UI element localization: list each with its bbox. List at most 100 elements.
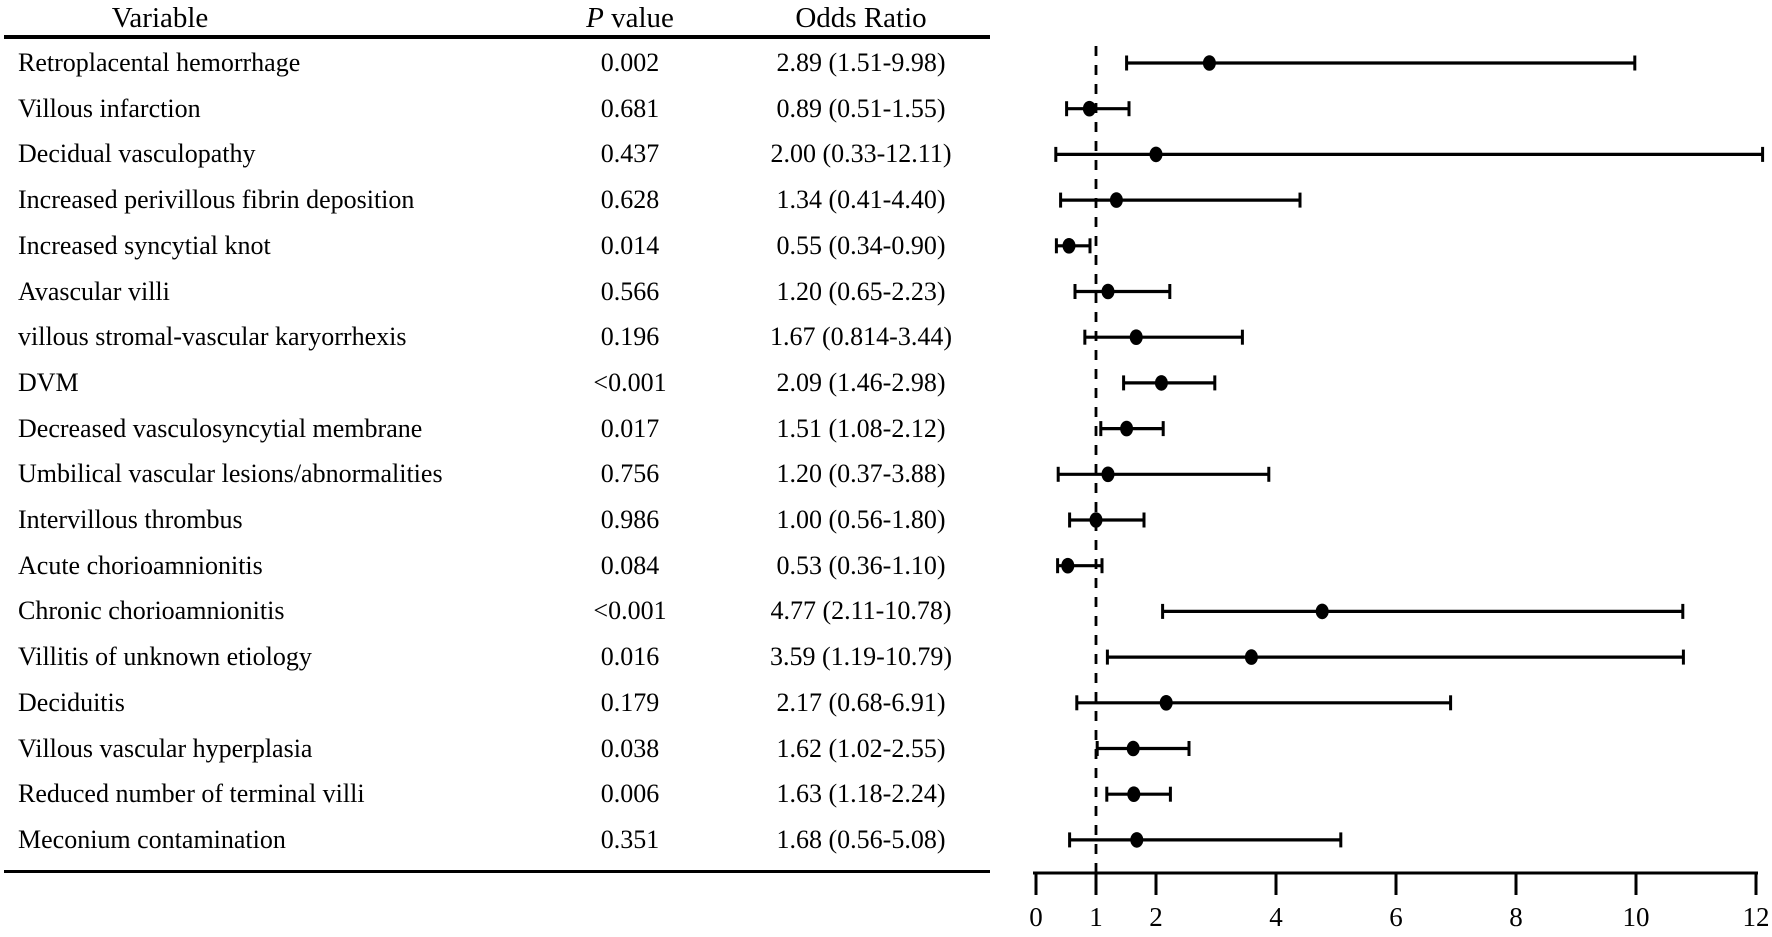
- x-axis-tick-label: 1: [1089, 902, 1103, 932]
- or-marker: [1089, 512, 1103, 528]
- odds-ratio-cell: 1.67 (0.814-3.44): [770, 322, 952, 352]
- or-marker: [1130, 832, 1144, 848]
- table-row: DVM <0.001 2.09 (1.46-2.98): [0, 361, 1000, 405]
- p-value-cell: <0.001: [593, 596, 667, 626]
- variable-cell: Villitis of unknown etiology: [18, 642, 312, 672]
- odds-ratio-cell: 1.62 (1.02-2.55): [776, 733, 946, 763]
- variable-cell: Increased syncytial knot: [18, 230, 271, 260]
- column-header-odds-ratio: Odds Ratio: [733, 2, 989, 34]
- p-value-cell: 0.016: [600, 642, 660, 672]
- table-row: Decreased vasculosyncytial membrane 0.01…: [0, 407, 1000, 451]
- or-marker: [1315, 603, 1329, 620]
- variable-cell: Decidual vasculopathy: [18, 139, 256, 169]
- odds-ratio-cell: 1.63 (1.18-2.24): [776, 779, 946, 809]
- odds-ratio-cell: 2.00 (0.33-12.11): [770, 139, 952, 169]
- or-marker: [1154, 375, 1168, 391]
- or-marker: [1127, 786, 1141, 802]
- odds-ratio-cell: 0.89 (0.51-1.55): [776, 93, 946, 123]
- table-row: Chronic chorioamnionitis <0.001 4.77 (2.…: [0, 589, 1000, 633]
- p-value-cell: 0.628: [600, 185, 660, 215]
- column-header-variable: Variable: [40, 2, 280, 34]
- odds-ratio-cell: 2.09 (1.46-2.98): [776, 367, 946, 397]
- x-axis-tick-label: 12: [1743, 902, 1770, 932]
- p-value-cell: 0.006: [600, 779, 660, 809]
- p-value-cell: 0.756: [600, 459, 660, 489]
- table-row: Deciduitis 0.179 2.17 (0.68-6.91): [0, 681, 1000, 725]
- column-header-p-value: P value: [545, 2, 715, 34]
- p-value-cell: <0.001: [593, 367, 667, 397]
- variable-cell: Reduced number of terminal villi: [18, 779, 365, 809]
- p-value-cell: 0.002: [600, 48, 660, 77]
- variable-cell: DVM: [18, 367, 79, 397]
- odds-ratio-cell: 2.17 (0.68-6.91): [776, 687, 946, 717]
- p-value-cell: 0.351: [600, 824, 660, 854]
- or-marker: [1149, 146, 1163, 163]
- p-value-cell: 0.017: [600, 413, 660, 443]
- variable-cell: Acute chorioamnionitis: [18, 550, 263, 580]
- p-value-cell: 0.986: [600, 505, 660, 534]
- x-axis-tick-label: 0: [1029, 902, 1043, 932]
- odds-ratio-cell: 4.77 (2.11-10.78): [770, 596, 952, 626]
- table-row: Decidual vasculopathy 0.437 2.00 (0.33-1…: [0, 132, 1000, 176]
- or-marker: [1244, 649, 1258, 665]
- variable-cell: Villous vascular hyperplasia: [18, 733, 313, 763]
- odds-ratio-cell: 1.51 (1.08-2.12): [776, 413, 946, 443]
- or-marker: [1202, 55, 1216, 71]
- p-header-rest: value: [603, 2, 674, 34]
- variable-cell: Chronic chorioamnionitis: [18, 596, 285, 626]
- table-row: Avascular villi 0.566 1.20 (0.65-2.23): [0, 270, 1000, 314]
- table-row: villous stromal-vascular karyorrhexis 0.…: [0, 315, 1000, 359]
- table-row: Acute chorioamnionitis 0.084 0.53 (0.36-…: [0, 544, 1000, 588]
- or-marker: [1101, 283, 1115, 300]
- table-row: Meconium contamination 0.351 1.68 (0.56-…: [0, 818, 1000, 862]
- table-row: Retroplacental hemorrhage 0.002 2.89 (1.…: [0, 41, 1000, 85]
- p-value-cell: 0.437: [600, 139, 660, 169]
- p-value-cell: 0.038: [600, 733, 660, 763]
- variable-cell: Avascular villi: [18, 276, 170, 306]
- variable-cell: Villous infarction: [18, 93, 201, 123]
- or-marker: [1159, 695, 1173, 711]
- p-value-cell: 0.681: [600, 93, 660, 123]
- p-value-cell: 0.014: [600, 230, 660, 260]
- table-row: Umbilical vascular lesions/abnormalities…: [0, 452, 1000, 496]
- variable-cell: Retroplacental hemorrhage: [18, 48, 301, 77]
- odds-ratio-cell: 3.59 (1.19-10.79): [770, 642, 952, 672]
- or-marker: [1062, 238, 1076, 254]
- variable-cell: Umbilical vascular lesions/abnormalities: [18, 459, 443, 489]
- odds-ratio-cell: 1.34 (0.41-4.40): [776, 185, 946, 215]
- x-axis-tick-label: 2: [1149, 902, 1163, 932]
- table-row: Villous infarction 0.681 0.89 (0.51-1.55…: [0, 87, 1000, 131]
- or-marker: [1101, 466, 1115, 483]
- x-axis-tick-label: 4: [1269, 902, 1283, 932]
- table-row: Increased syncytial knot 0.014 0.55 (0.3…: [0, 224, 1000, 268]
- odds-ratio-cell: 0.55 (0.34-0.90): [776, 230, 946, 260]
- odds-ratio-cell: 1.00 (0.56-1.80): [776, 505, 946, 534]
- variable-header-label: Variable: [111, 2, 209, 34]
- or-marker: [1129, 329, 1143, 346]
- odds-ratio-cell: 2.89 (1.51-9.98): [776, 48, 946, 77]
- p-value-cell: 0.566: [600, 276, 660, 306]
- x-axis-tick-label: 10: [1623, 902, 1650, 932]
- table-header-rule: [4, 35, 990, 39]
- table-row: Intervillous thrombus 0.986 1.00 (0.56-1…: [0, 498, 1000, 542]
- table-row: Villous vascular hyperplasia 0.038 1.62 …: [0, 727, 1000, 771]
- or-marker: [1082, 100, 1096, 117]
- odds-ratio-header-label: Odds Ratio: [795, 2, 927, 34]
- variable-cell: Intervillous thrombus: [18, 505, 243, 534]
- variable-cell: Increased perivillous fibrin deposition: [18, 185, 415, 215]
- odds-ratio-cell: 1.68 (0.56-5.08): [776, 824, 946, 854]
- p-value-cell: 0.196: [600, 322, 660, 352]
- x-axis-tick-label: 6: [1389, 902, 1403, 932]
- table-row: Reduced number of terminal villi 0.006 1…: [0, 772, 1000, 816]
- table-row: Villitis of unknown etiology 0.016 3.59 …: [0, 635, 1000, 679]
- or-marker: [1120, 420, 1134, 437]
- odds-ratio-cell: 1.20 (0.65-2.23): [776, 276, 946, 306]
- or-marker: [1109, 192, 1123, 208]
- p-value-cell: 0.084: [600, 550, 660, 580]
- p-value-cell: 0.179: [600, 687, 660, 717]
- variable-cell: villous stromal-vascular karyorrhexis: [18, 322, 407, 352]
- odds-ratio-cell: 1.20 (0.37-3.88): [776, 459, 946, 489]
- variable-cell: Decreased vasculosyncytial membrane: [18, 413, 423, 443]
